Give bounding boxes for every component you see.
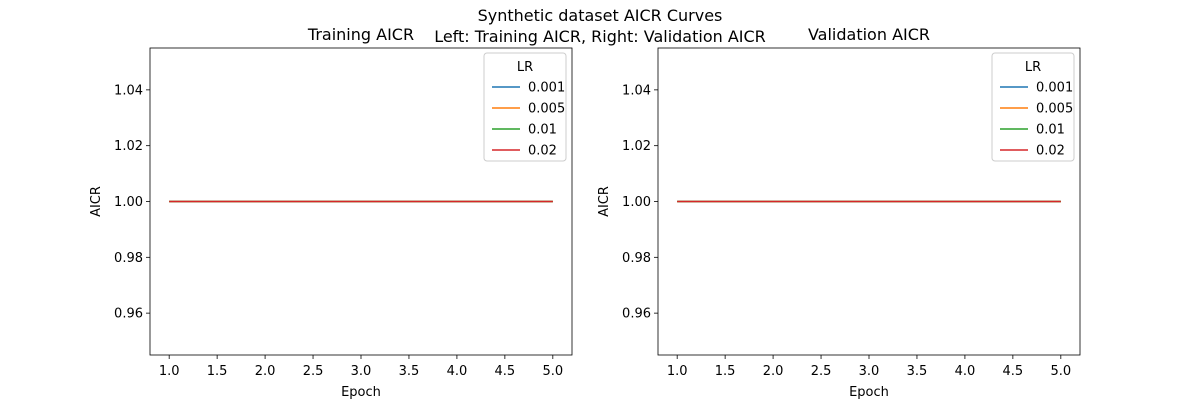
panel2-y-tick-label: 0.96 xyxy=(622,307,651,322)
panel1-y-tick-label: 1.02 xyxy=(114,139,143,154)
panel2-x-tick-label: 2.0 xyxy=(763,364,784,379)
figure-suptitle-line1: Synthetic dataset AICR Curves xyxy=(477,6,723,25)
panel1-x-tick-label: 2.0 xyxy=(255,364,276,379)
panel2-x-tick-label: 3.0 xyxy=(859,364,880,379)
panel1-legend-title: LR xyxy=(517,60,533,75)
panel2-y-tick-label: 1.04 xyxy=(622,83,651,98)
panel1-y-tick-label: 1.00 xyxy=(114,195,143,210)
panel2-x-tick-label: 1.0 xyxy=(667,364,688,379)
panel1-legend-label: 0.02 xyxy=(528,144,557,159)
panel1-x-tick-label: 3.0 xyxy=(351,364,372,379)
panel1-x-axis-label: Epoch xyxy=(341,385,381,400)
panel2-x-tick-label: 4.0 xyxy=(955,364,976,379)
panel2-legend-label: 0.001 xyxy=(1036,81,1073,96)
panel1-y-tick-label: 0.96 xyxy=(114,307,143,322)
panel2-x-tick-label: 3.5 xyxy=(907,364,928,379)
panel2-legend-label: 0.005 xyxy=(1036,102,1073,117)
panel2-y-axis-label: AICR xyxy=(597,186,612,217)
panel2-legend-title: LR xyxy=(1025,60,1041,75)
panel1-legend-label: 0.01 xyxy=(528,123,557,138)
panel1-y-tick-label: 0.98 xyxy=(114,251,143,266)
panel1-legend-label: 0.005 xyxy=(528,102,565,117)
panel2-x-tick-label: 5.0 xyxy=(1050,364,1071,379)
panel2-x-tick-label: 2.5 xyxy=(811,364,832,379)
panel1-legend-box xyxy=(483,52,567,162)
panel2-x-axis-label: Epoch xyxy=(849,385,889,400)
panel1-x-tick-label: 4.5 xyxy=(495,364,516,379)
figure-suptitle-line2: Left: Training AICR, Right: Validation A… xyxy=(434,27,766,46)
panel2-legend-label: 0.02 xyxy=(1036,144,1065,159)
panel1-legend-label: 0.001 xyxy=(528,81,565,96)
panel1-x-tick-label: 1.5 xyxy=(207,364,228,379)
panel1-x-tick-label: 3.5 xyxy=(399,364,420,379)
panel1-x-tick-label: 5.0 xyxy=(542,364,563,379)
panel1-x-tick-label: 1.0 xyxy=(159,364,180,379)
panel2-y-tick-label: 1.02 xyxy=(622,139,651,154)
panel1-title: Training AICR xyxy=(307,25,414,44)
panel2-title: Validation AICR xyxy=(808,25,930,44)
panel2-legend-box xyxy=(991,52,1075,162)
panel1-y-tick-label: 1.04 xyxy=(114,83,143,98)
panel2-x-tick-label: 1.5 xyxy=(715,364,736,379)
panel2-y-tick-label: 1.00 xyxy=(622,195,651,210)
panel1-y-axis-label: AICR xyxy=(89,186,104,217)
panel1-x-tick-label: 2.5 xyxy=(303,364,324,379)
panel2-legend-label: 0.01 xyxy=(1036,123,1065,138)
panel2-y-tick-label: 0.98 xyxy=(622,251,651,266)
panel1-x-tick-label: 4.0 xyxy=(447,364,468,379)
panel2-x-tick-label: 4.5 xyxy=(1003,364,1024,379)
